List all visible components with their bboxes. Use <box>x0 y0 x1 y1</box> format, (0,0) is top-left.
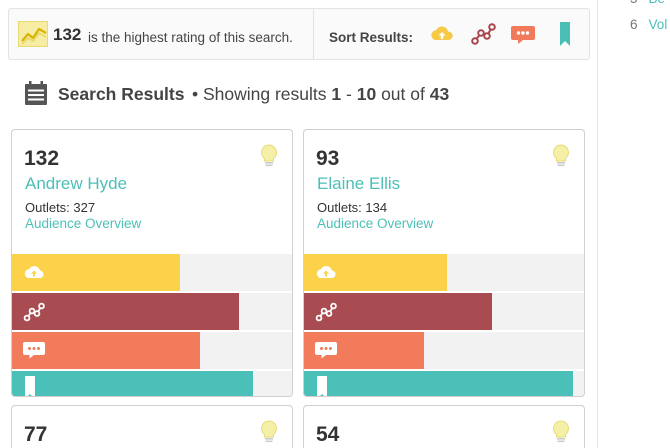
sort-by-engagement-button[interactable] <box>510 21 536 47</box>
sidebar-item[interactable]: 6 Vol <box>630 17 668 32</box>
lightbulb-icon[interactable] <box>552 144 570 168</box>
cloud-upload-icon <box>316 266 336 278</box>
card-outlets: Outlets: 134 <box>317 200 388 215</box>
reach-bar <box>304 254 584 291</box>
results-title: Search Results <box>58 84 185 104</box>
sort-by-saved-button[interactable] <box>552 21 578 47</box>
result-card: 54 <box>303 405 585 448</box>
bookmark-icon <box>560 22 570 46</box>
card-rating: 77 <box>24 423 48 446</box>
sidebar-item-link[interactable]: Vol <box>648 17 668 32</box>
lightbulb-icon[interactable] <box>260 420 278 444</box>
card-rating: 93 <box>316 147 340 170</box>
lightbulb-icon[interactable] <box>260 144 278 168</box>
speech-bubble-icon <box>315 342 337 359</box>
results-count: • Showing results 1 - 10 out of 43 <box>192 84 450 104</box>
sidebar-item[interactable]: 5Be <box>630 0 665 6</box>
sidebar-item-link[interactable]: Be <box>649 0 666 6</box>
speech-bubble-icon <box>23 342 45 359</box>
sparkline-icon <box>18 21 48 47</box>
card-rating: 54 <box>316 423 340 446</box>
card-name-link[interactable]: Elaine Ellis <box>317 174 401 193</box>
network-bar <box>304 293 584 330</box>
card-rating: 132 <box>24 147 60 170</box>
network-nodes-icon <box>23 302 45 322</box>
engagement-bar <box>12 332 292 369</box>
calendar-list-icon <box>25 81 47 105</box>
top-info-bar: 132 is the highest rating of this search… <box>8 8 590 60</box>
highest-rating-value: 132 <box>53 25 82 44</box>
cloud-upload-icon <box>24 266 44 278</box>
audience-overview-link[interactable]: Audience Overview <box>317 216 434 231</box>
card-outlets: Outlets: 327 <box>25 200 96 215</box>
network-nodes-icon <box>315 302 337 322</box>
result-card: 132 Andrew Hyde Outlets: 327 Audience Ov… <box>11 129 293 397</box>
network-bar <box>12 293 292 330</box>
network-nodes-icon <box>471 23 496 45</box>
saved-bar <box>12 371 292 396</box>
engagement-bar <box>304 332 584 369</box>
sort-results-label: Sort Results: <box>329 30 414 45</box>
cloud-upload-icon <box>431 26 453 40</box>
metric-bars <box>304 254 584 396</box>
bookmark-icon <box>25 376 35 396</box>
highest-rating-text: is the highest rating of this search. <box>88 30 293 45</box>
bookmark-icon <box>317 376 327 396</box>
card-name-link[interactable]: Andrew Hyde <box>25 174 128 193</box>
audience-overview-link[interactable]: Audience Overview <box>25 216 142 231</box>
divider <box>313 9 314 59</box>
saved-bar <box>304 371 584 396</box>
lightbulb-icon[interactable] <box>552 420 570 444</box>
reach-bar <box>12 254 292 291</box>
result-card: 93 Elaine Ellis Outlets: 134 Audience Ov… <box>303 129 585 397</box>
result-card: 77 <box>11 405 293 448</box>
metric-bars <box>12 254 292 396</box>
speech-bubble-icon <box>511 26 535 44</box>
sort-by-network-button[interactable] <box>470 21 496 47</box>
sort-by-reach-button[interactable] <box>429 21 455 47</box>
